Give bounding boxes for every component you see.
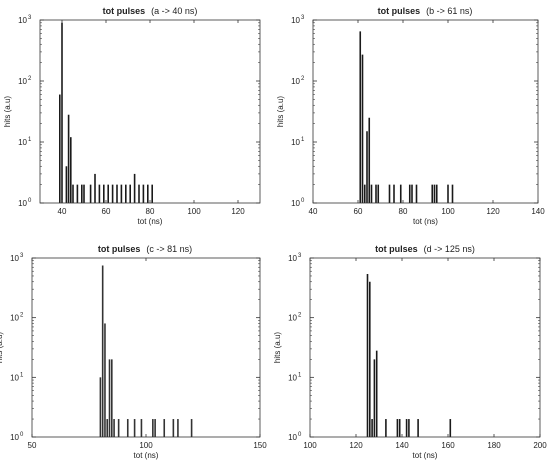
- x-tick-label: 60: [354, 207, 363, 216]
- y-tick-exponent: 3: [301, 15, 305, 21]
- y-tick-label: 10: [10, 254, 19, 263]
- chart-subtitle: (a -> 40 ns): [151, 6, 197, 16]
- x-axis-label: tot (ns): [413, 451, 438, 460]
- x-tick-label: 120: [231, 207, 245, 216]
- y-tick-label: 10: [291, 138, 300, 147]
- y-tick-label: 10: [288, 254, 297, 263]
- x-tick-label: 120: [349, 441, 363, 450]
- y-tick-exponent: 0: [298, 432, 302, 438]
- x-tick-label: 160: [441, 441, 455, 450]
- y-tick-exponent: 1: [20, 372, 24, 378]
- y-tick-exponent: 1: [301, 137, 305, 143]
- x-tick-label: 50: [28, 441, 37, 450]
- x-tick-label: 180: [487, 441, 501, 450]
- y-tick-label: 10: [18, 16, 27, 25]
- plot-frame-b: [312, 19, 539, 204]
- y-tick-exponent: 3: [298, 253, 302, 259]
- x-axis-label: tot (ns): [134, 451, 159, 460]
- x-tick-label: 150: [253, 441, 267, 450]
- x-tick-label: 200: [533, 441, 547, 450]
- x-axis-label: tot (ns): [413, 217, 438, 226]
- x-tick-label: 40: [309, 207, 318, 216]
- y-tick-exponent: 3: [28, 15, 32, 21]
- y-tick-exponent: 1: [28, 137, 32, 143]
- y-tick-exponent: 3: [20, 253, 24, 259]
- y-tick-label: 10: [288, 373, 297, 382]
- chart-title-d: tot pulses (d -> 125 ns): [375, 244, 475, 254]
- x-tick-label: 140: [395, 441, 409, 450]
- y-tick-exponent: 0: [28, 198, 32, 204]
- chart-title-main: tot pulses: [98, 244, 141, 254]
- chart-title-c: tot pulses (c -> 81 ns): [98, 244, 192, 254]
- x-tick-label: 140: [531, 207, 545, 216]
- chart-title-main: tot pulses: [103, 6, 146, 16]
- y-tick-label: 10: [291, 16, 300, 25]
- chart-subtitle: (d -> 125 ns): [424, 244, 475, 254]
- y-tick-exponent: 0: [20, 432, 24, 438]
- chart-title-main: tot pulses: [375, 244, 418, 254]
- y-tick-label: 10: [18, 77, 27, 86]
- x-axis-label: tot (ns): [138, 217, 163, 226]
- x-tick-label: 80: [146, 207, 155, 216]
- x-tick-label: 40: [58, 207, 67, 216]
- x-tick-label: 120: [486, 207, 500, 216]
- x-tick-label: 60: [102, 207, 111, 216]
- plot-frame-d: [309, 257, 541, 438]
- plot-frame-c: [31, 257, 261, 438]
- x-tick-label: 100: [441, 207, 455, 216]
- y-tick-label: 10: [291, 77, 300, 86]
- y-tick-exponent: 2: [301, 76, 305, 82]
- y-tick-exponent: 2: [20, 313, 24, 319]
- y-tick-label: 10: [18, 199, 27, 208]
- x-tick-label: 80: [399, 207, 408, 216]
- y-tick-label: 10: [10, 433, 19, 442]
- chart-title-b: tot pulses (b -> 61 ns): [378, 6, 473, 16]
- y-tick-label: 10: [288, 314, 297, 323]
- y-tick-label: 10: [288, 433, 297, 442]
- chart-subtitle: (b -> 61 ns): [426, 6, 472, 16]
- x-tick-label: 100: [139, 441, 153, 450]
- y-axis-label: hits (a.u): [276, 96, 285, 127]
- y-tick-label: 10: [291, 199, 300, 208]
- y-tick-label: 10: [18, 138, 27, 147]
- chart-title-main: tot pulses: [378, 6, 421, 16]
- plot-frame-a: [39, 19, 261, 204]
- y-tick-exponent: 1: [298, 372, 302, 378]
- y-tick-label: 10: [10, 314, 19, 323]
- y-axis-label: hits (a.u): [3, 96, 12, 127]
- y-tick-label: 10: [10, 373, 19, 382]
- y-axis-label: hits (a.u): [273, 332, 282, 363]
- y-axis-label: hits (a.u): [0, 332, 4, 363]
- chart-subtitle: (c -> 81 ns): [146, 244, 192, 254]
- x-tick-label: 100: [187, 207, 201, 216]
- x-tick-label: 100: [303, 441, 317, 450]
- y-tick-exponent: 2: [28, 76, 32, 82]
- y-tick-exponent: 0: [301, 198, 305, 204]
- y-tick-exponent: 2: [298, 313, 302, 319]
- chart-title-a: tot pulses (a -> 40 ns): [103, 6, 198, 16]
- chart-panel-d: tot pulses (d -> 125 ns)100 120 140 160 180 20…: [273, 244, 547, 460]
